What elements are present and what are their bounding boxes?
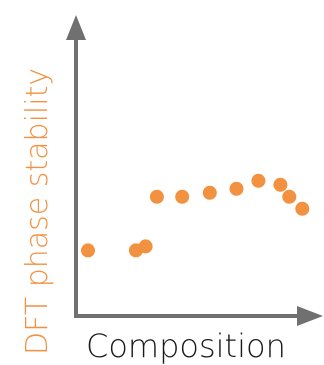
data-point-7 bbox=[229, 181, 244, 196]
data-point-8 bbox=[251, 173, 266, 188]
data-point-4 bbox=[149, 189, 164, 204]
x-axis-arrowhead bbox=[297, 306, 323, 326]
data-point-1 bbox=[81, 243, 95, 258]
y-axis-label: DFT phase stability bbox=[20, 68, 55, 355]
data-point-10 bbox=[282, 189, 297, 204]
data-point-9 bbox=[273, 177, 288, 192]
data-point-6 bbox=[202, 185, 217, 200]
x-axis-label: Composition bbox=[86, 327, 286, 365]
y-axis-arrowhead bbox=[66, 15, 86, 40]
data-point-5 bbox=[175, 189, 190, 204]
data-points bbox=[81, 173, 310, 258]
data-point-3 bbox=[138, 239, 153, 254]
data-point-11 bbox=[295, 201, 310, 216]
